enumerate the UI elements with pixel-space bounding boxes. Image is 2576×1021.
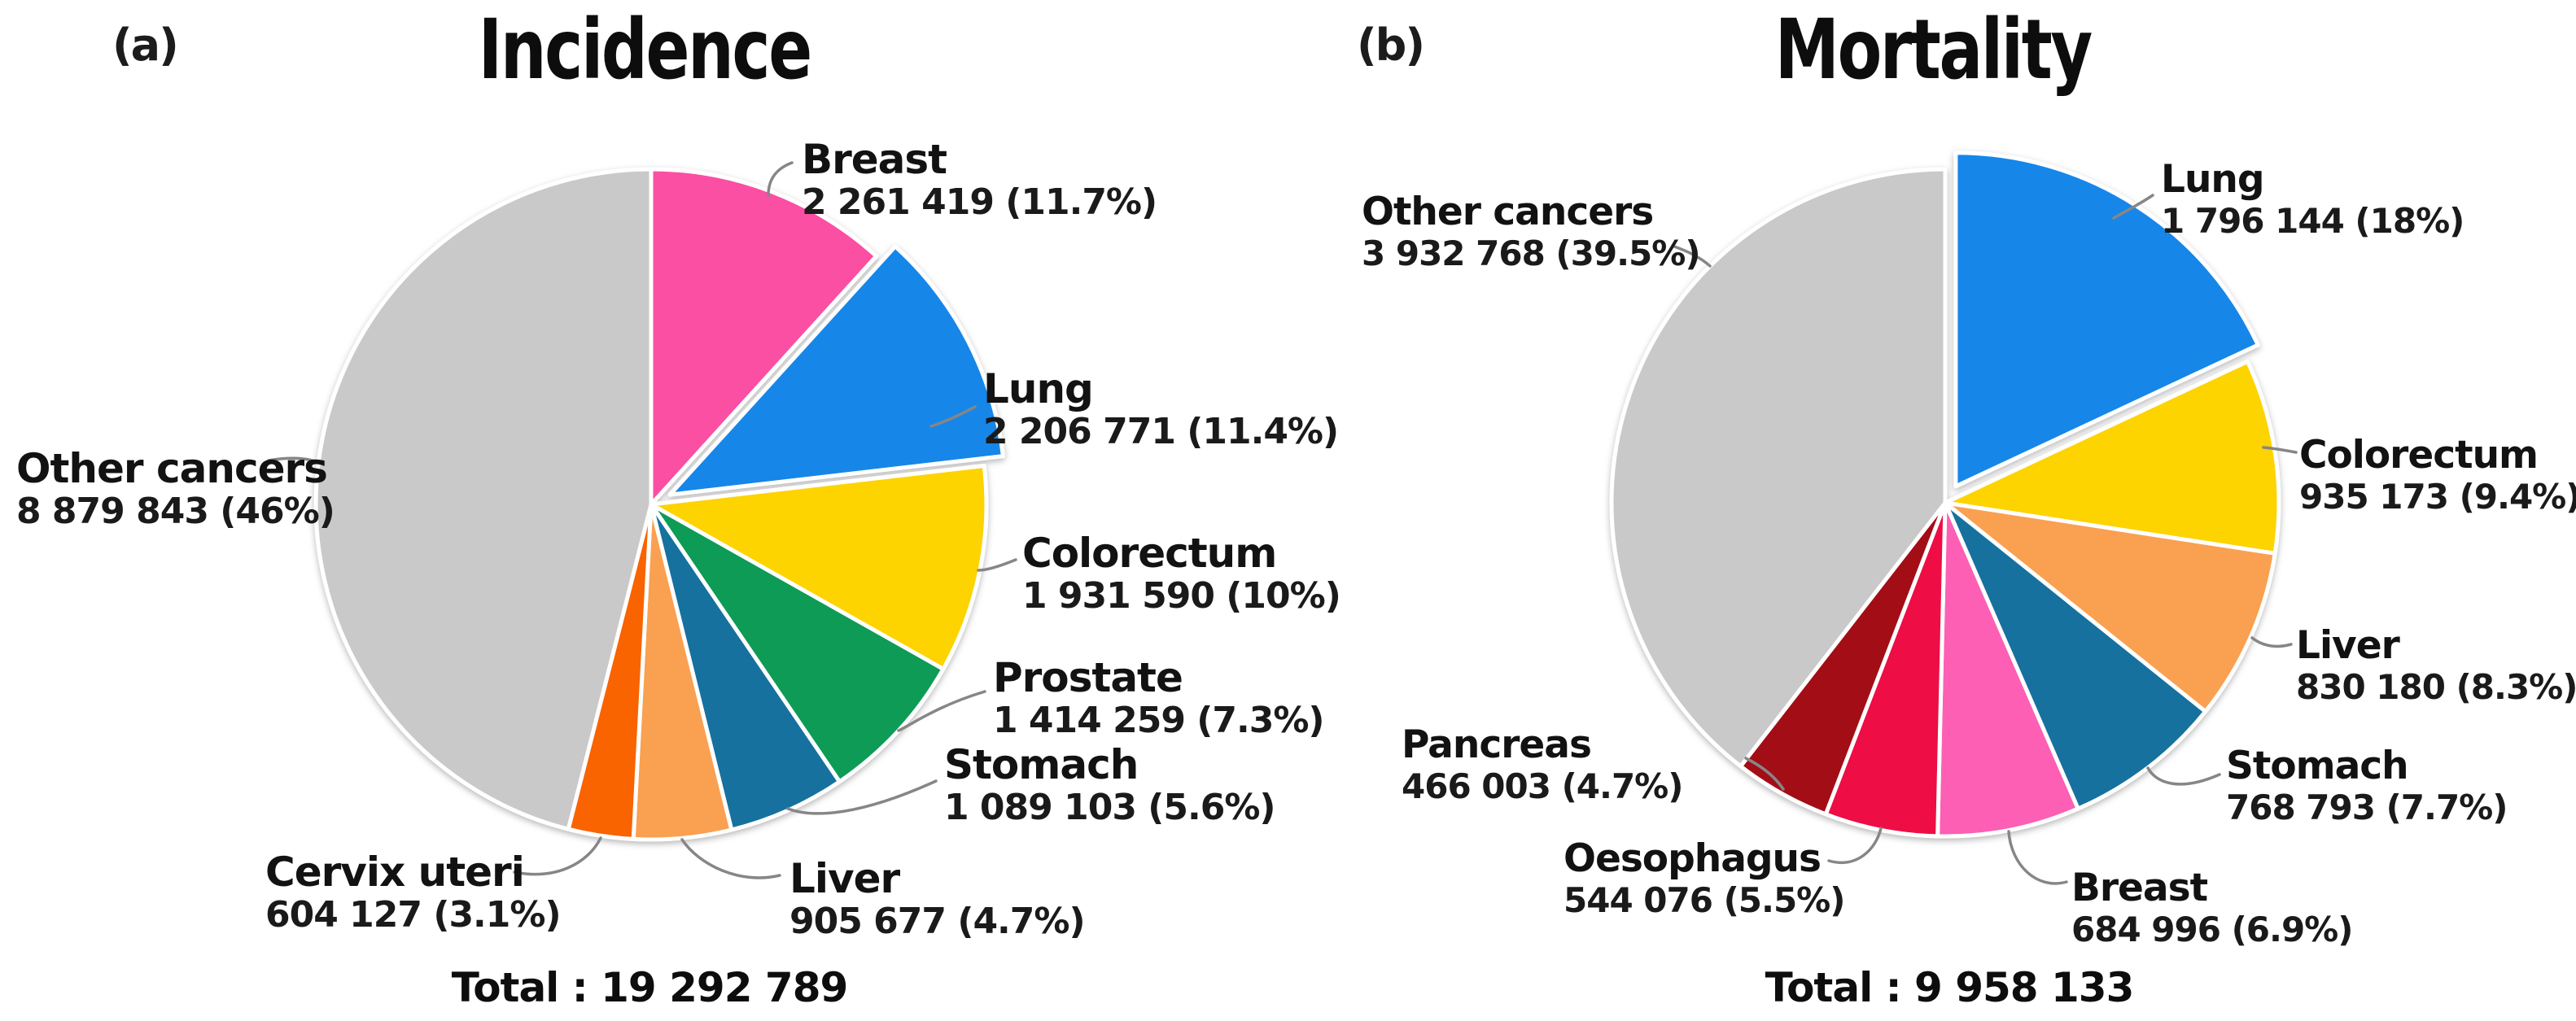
panel-title-incidence-text: Incidence (478, 2, 812, 98)
panel-letter-a: (a) (112, 20, 179, 71)
leader-mortality-breast (2007, 830, 2068, 885)
panel-title-mortality: Mortality (1288, 2, 2576, 98)
slice-mortality-breast (1935, 500, 2080, 839)
leader-mortality-stomach (2146, 766, 2221, 786)
panel-letter-b: (b) (1357, 20, 1425, 71)
mortality-slices (1609, 151, 2281, 839)
mortality-total: Total : 9 958 133 (1765, 964, 2135, 1011)
leader-incidence-cervix-uteri (513, 836, 602, 876)
slice-incidence-stomach (649, 502, 842, 832)
leader-incidence-colorectum (977, 558, 1017, 572)
slice-incidence-lung (667, 244, 1005, 497)
leader-incidence-other-cancers (267, 456, 319, 464)
panel-incidence: (a) Incidence Breast 2 261 419 (11.7%) Lun… (0, 2, 1341, 1011)
leader-mortality-oesophagus (1827, 827, 1883, 864)
leader-mortality-lung (2112, 194, 2154, 220)
leader-mortality-liver (2250, 636, 2293, 648)
leader-mortality-other-cancers (1673, 245, 1712, 268)
leader-incidence-prostate (897, 690, 986, 732)
slice-incidence-breast (649, 167, 879, 507)
mortality-leader-lines (1673, 194, 2298, 885)
panel-title-mortality-text: Mortality (1774, 2, 2093, 98)
mortality-pie-chart (1609, 151, 2298, 885)
leader-incidence-breast (767, 161, 794, 197)
incidence-leader-lines (267, 161, 1017, 879)
incidence-total: Total : 19 292 789 (451, 964, 849, 1011)
panel-title-incidence: Incidence (0, 2, 1288, 98)
leader-mortality-pancreas (1744, 757, 1785, 791)
slice-mortality-other-cancers (1609, 167, 1948, 769)
leader-incidence-liver (680, 838, 781, 879)
leader-incidence-lung (929, 405, 977, 428)
leader-incidence-stomach (786, 779, 938, 815)
slice-mortality-colorectum (1943, 359, 2281, 556)
incidence-pie-chart (267, 161, 1017, 879)
slice-mortality-liver (1943, 500, 2277, 714)
incidence-slices (313, 167, 1005, 842)
leader-mortality-colorectum (2262, 446, 2298, 454)
panel-mortality: (b) Mortality Lung 1 796 144 (18%) Colorec… (1288, 0, 2576, 1021)
